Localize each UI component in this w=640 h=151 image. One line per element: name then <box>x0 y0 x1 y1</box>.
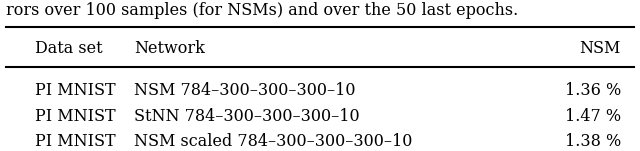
Text: Data set: Data set <box>35 40 103 57</box>
Text: PI MNIST: PI MNIST <box>35 133 116 150</box>
Text: PI MNIST: PI MNIST <box>35 108 116 125</box>
Text: Network: Network <box>134 40 205 57</box>
Text: 1.47 %: 1.47 % <box>564 108 621 125</box>
Text: NSM: NSM <box>579 40 621 57</box>
Text: NSM 784–300–300–300–10: NSM 784–300–300–300–10 <box>134 82 356 99</box>
Text: rors over 100 samples (for NSMs) and over the 50 last epochs.: rors over 100 samples (for NSMs) and ove… <box>6 2 518 19</box>
Text: PI MNIST: PI MNIST <box>35 82 116 99</box>
Text: 1.36 %: 1.36 % <box>564 82 621 99</box>
Text: StNN 784–300–300–300–10: StNN 784–300–300–300–10 <box>134 108 360 125</box>
Text: 1.38 %: 1.38 % <box>564 133 621 150</box>
Text: NSM scaled 784–300–300–300–10: NSM scaled 784–300–300–300–10 <box>134 133 413 150</box>
